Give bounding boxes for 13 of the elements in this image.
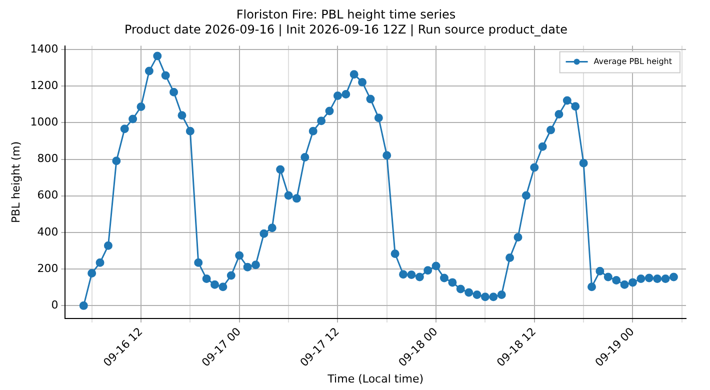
chart-subtitle: Product date 2026-09-16 | Init 2026-09-16 12Z | Run source product_date <box>124 22 568 37</box>
y-tick-label: 1000 <box>30 116 58 129</box>
y-tick-label: 200 <box>37 262 58 275</box>
y-tick-label: 1200 <box>30 78 58 92</box>
y-tick-label: 800 <box>37 152 58 166</box>
y-tick-label: 600 <box>37 188 58 202</box>
x-axis-title: Time (Local time) <box>326 372 424 386</box>
y-axis-title: PBL height (m) <box>9 141 22 223</box>
y-tick-label: 1400 <box>30 42 58 56</box>
y-tick-label: 400 <box>37 225 58 238</box>
chart-title: Floriston Fire: PBL height time series <box>236 7 456 22</box>
legend-label: Average PBL height <box>594 56 672 66</box>
y-tick-label: 0 <box>51 298 58 312</box>
